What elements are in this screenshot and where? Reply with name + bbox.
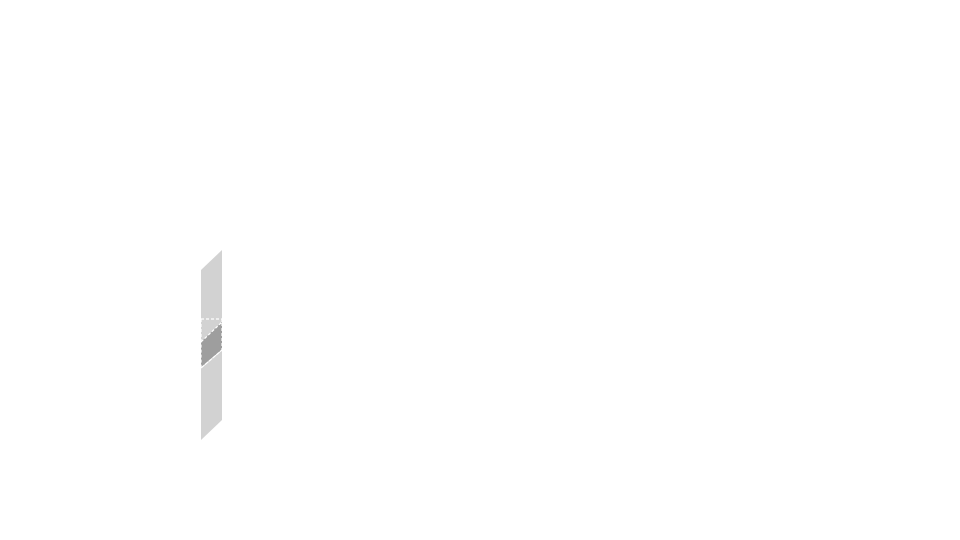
background [0,0,960,540]
diagram-canvas [0,0,960,540]
